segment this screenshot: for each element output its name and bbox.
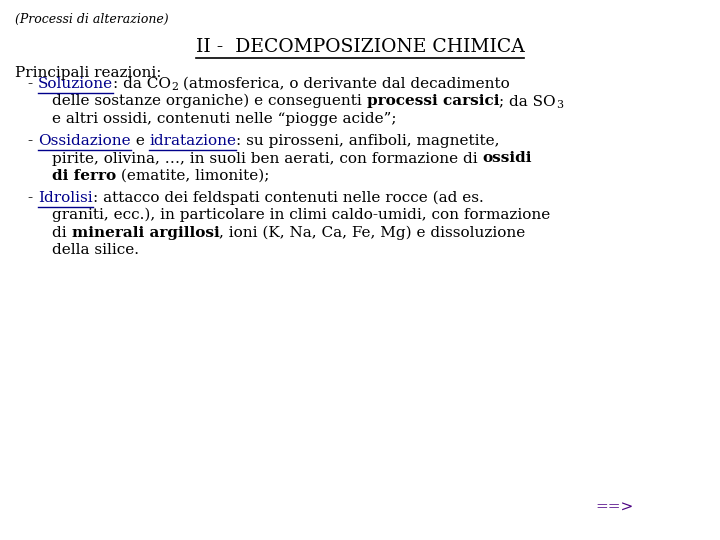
Text: : su pirosseni, anfiboli, magnetite,: : su pirosseni, anfiboli, magnetite, [236, 134, 500, 148]
Text: Ossidazione: Ossidazione [38, 134, 130, 148]
Text: minerali argillosi: minerali argillosi [71, 226, 220, 240]
Text: ossidi: ossidi [482, 152, 532, 165]
Text: Soluzione: Soluzione [38, 77, 113, 91]
Text: ==>: ==> [595, 501, 634, 515]
Text: di: di [52, 226, 71, 240]
Text: della silice.: della silice. [52, 244, 139, 258]
Text: Idrolisi: Idrolisi [38, 191, 93, 205]
Text: e altri ossidi, contenuti nelle “piogge acide”;: e altri ossidi, contenuti nelle “piogge … [52, 112, 397, 126]
Text: delle sostanze organiche) e conseguenti: delle sostanze organiche) e conseguenti [52, 94, 366, 109]
Text: idratazione: idratazione [149, 134, 236, 148]
Text: -: - [28, 191, 38, 205]
Text: pirite, olivina, …, in suoli ben aerati, con formazione di: pirite, olivina, …, in suoli ben aerati,… [52, 152, 482, 165]
Text: 2: 2 [171, 83, 178, 92]
Text: e: e [130, 134, 149, 148]
Text: : attacco dei feldspati contenuti nelle rocce (ad es.: : attacco dei feldspati contenuti nelle … [93, 191, 483, 205]
Text: (Processi di alterazione): (Processi di alterazione) [15, 13, 168, 26]
Text: Principali reazioni:: Principali reazioni: [15, 66, 161, 80]
Text: (atmosferica, o derivante dal decadimento: (atmosferica, o derivante dal decadiment… [178, 77, 510, 91]
Text: : da CO: : da CO [113, 77, 171, 91]
Text: ; da SO: ; da SO [499, 94, 556, 109]
Text: , ioni (K, Na, Ca, Fe, Mg) e dissoluzione: , ioni (K, Na, Ca, Fe, Mg) e dissoluzion… [220, 226, 526, 240]
Text: graniti, ecc.), in particolare in climi caldo-umidi, con formazione: graniti, ecc.), in particolare in climi … [52, 208, 550, 222]
Text: di ferro: di ferro [52, 169, 116, 183]
Text: (ematite, limonite);: (ematite, limonite); [116, 169, 269, 183]
Text: 3: 3 [556, 100, 563, 110]
Text: II -  DECOMPOSIZIONE CHIMICA: II - DECOMPOSIZIONE CHIMICA [196, 38, 524, 56]
Text: -: - [28, 77, 38, 91]
Text: processi carsici: processi carsici [366, 94, 499, 109]
Text: -: - [28, 134, 38, 148]
